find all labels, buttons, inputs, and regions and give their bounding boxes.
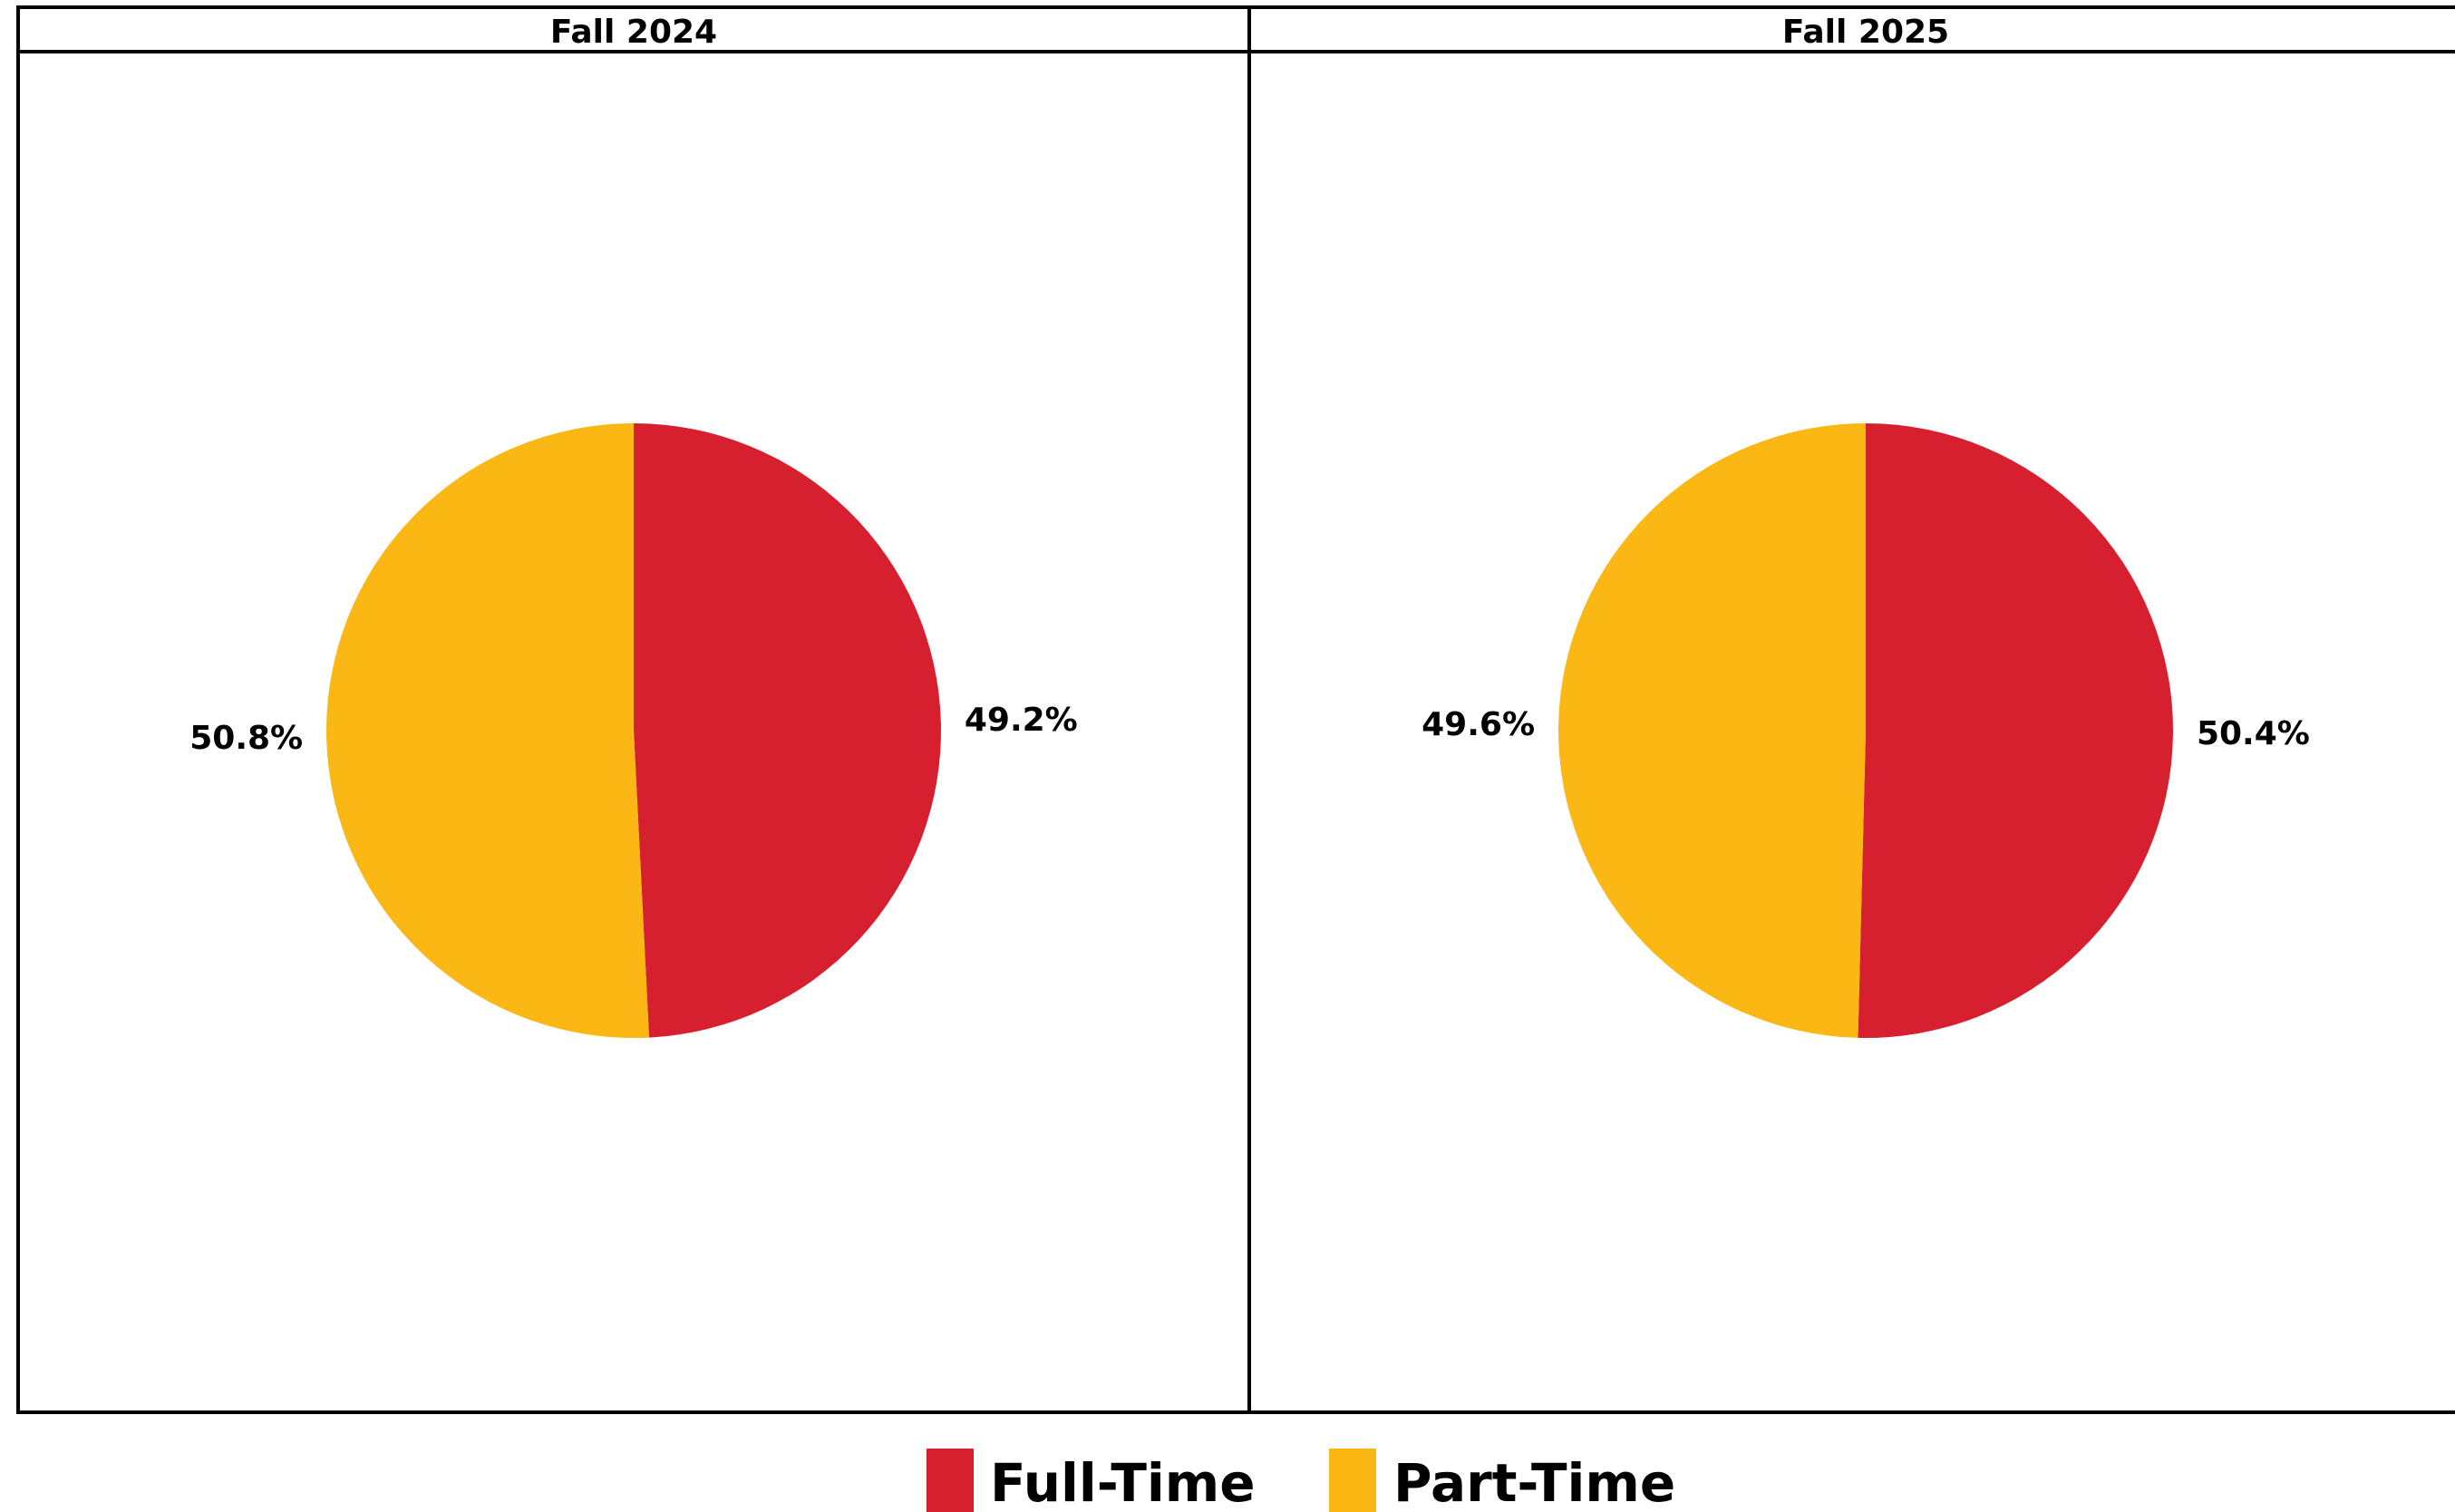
legend: Full-Time Part-Time [927,1449,1675,1512]
pie-panel-2 [1558,423,2174,1039]
slice-label-panel1-full-time: 49.2% [965,702,1078,739]
legend-swatch-part-time [1329,1449,1376,1512]
panel-frame-2 [1247,5,2455,1414]
legend-label-full-time: Full-Time [990,1452,1256,1512]
slice-label-panel1-part-time: 50.8% [189,720,303,757]
pie-slice-part-time [325,423,650,1038]
legend-label-part-time: Part-Time [1393,1452,1675,1512]
pie-slice-part-time [1558,423,1866,1038]
legend-swatch-full-time [927,1449,974,1512]
pie-slice-full-time [634,423,941,1038]
slice-label-panel2-full-time: 50.4% [2197,715,2310,752]
panel-frames [16,5,2455,1414]
pie-slice-full-time [1858,423,2174,1039]
panel-title-1: Fall 2024 [550,14,717,51]
slice-label-panel2-part-time: 49.6% [1422,706,1535,743]
pie-panel-1 [325,423,941,1038]
panel-title-2: Fall 2025 [1782,14,1949,51]
